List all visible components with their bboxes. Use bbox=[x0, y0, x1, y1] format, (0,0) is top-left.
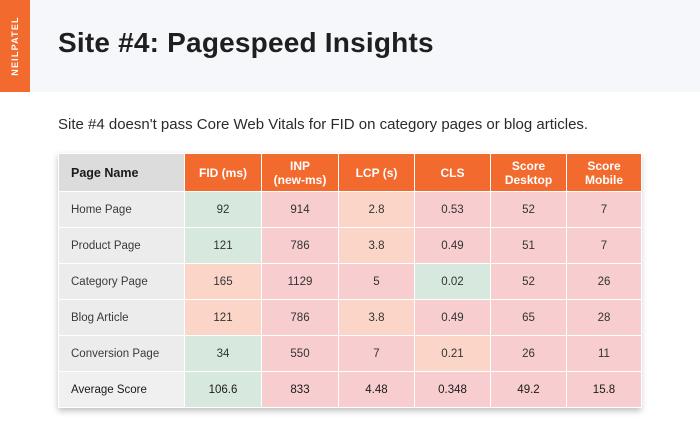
table-header-row: Page Name FID (ms) INP (new-ms) LCP (s) CLS Sc… bbox=[58, 153, 642, 192]
metric-cell: 2.8 bbox=[338, 191, 415, 228]
column-header-line: FID (ms) bbox=[199, 165, 247, 180]
column-header-line: LCP (s) bbox=[355, 165, 398, 180]
column-header-1: FID (ms) bbox=[184, 153, 262, 192]
metric-cell: 26 bbox=[490, 335, 567, 372]
metric-cell: 49.2 bbox=[490, 371, 567, 408]
column-header-line: Desktop bbox=[504, 172, 553, 187]
brand-bar: NEILPATEL bbox=[0, 0, 30, 92]
column-header-6: Score Mobile bbox=[566, 153, 642, 192]
table-row: Home Page 92 914 2.8 0.53 52 7 bbox=[58, 191, 642, 228]
metric-cell: 26 bbox=[566, 263, 642, 300]
subtitle: Site #4 doesn't pass Core Web Vitals for… bbox=[58, 116, 589, 133]
metric-cell: 92 bbox=[184, 191, 262, 228]
metric-cell: 52 bbox=[490, 263, 567, 300]
table-row: Conversion Page 34 550 7 0.21 26 11 bbox=[58, 335, 642, 372]
table-row: Blog Article 121 786 3.8 0.49 65 28 bbox=[58, 299, 642, 336]
average-row: Average Score 106.6 833 4.48 0.348 49.2 15.8 bbox=[58, 371, 642, 408]
metric-cell: 0.53 bbox=[414, 191, 491, 228]
metric-cell: 52 bbox=[490, 191, 567, 228]
metric-cell: 121 bbox=[184, 299, 262, 336]
page-title: Site #4: Pagespeed Insights bbox=[58, 27, 434, 58]
metric-cell: 65 bbox=[490, 299, 567, 336]
table-row: Product Page 121 786 3.8 0.49 51 7 bbox=[58, 227, 642, 264]
column-header-line: Page Name bbox=[71, 165, 139, 180]
metric-cell: 914 bbox=[261, 191, 339, 228]
metric-cell: 3.8 bbox=[338, 299, 415, 336]
metric-cell: 786 bbox=[261, 299, 339, 336]
metric-cell: 11 bbox=[566, 335, 642, 372]
pagespeed-table: Page Name FID (ms) INP (new-ms) LCP (s) CLS Sc… bbox=[58, 153, 642, 408]
metric-cell: 7 bbox=[566, 227, 642, 264]
metric-cell: 7 bbox=[566, 191, 642, 228]
metric-cell: 106.6 bbox=[184, 371, 262, 408]
table-body: Home Page 92 914 2.8 0.53 52 7 Product Page 121 7… bbox=[58, 191, 642, 408]
brand-logo-text: NEILPATEL bbox=[10, 16, 20, 76]
column-header-line: (new-ms) bbox=[273, 172, 327, 187]
column-header-line: Score bbox=[587, 158, 621, 173]
row-name-cell: Conversion Page bbox=[58, 335, 185, 372]
column-header-4: CLS bbox=[414, 153, 491, 192]
row-name-cell: Average Score bbox=[58, 371, 185, 408]
slide-header: NEILPATEL Site #4: Pagespeed Insights bbox=[0, 0, 700, 92]
metric-cell: 833 bbox=[261, 371, 339, 408]
metric-cell: 4.48 bbox=[338, 371, 415, 408]
metric-cell: 550 bbox=[261, 335, 339, 372]
metric-cell: 121 bbox=[184, 227, 262, 264]
metric-cell: 5 bbox=[338, 263, 415, 300]
pagespeed-table-container: Page Name FID (ms) INP (new-ms) LCP (s) CLS Sc… bbox=[58, 153, 642, 408]
metric-cell: 1129 bbox=[261, 263, 339, 300]
column-header-2: INP (new-ms) bbox=[261, 153, 339, 192]
row-name-cell: Blog Article bbox=[58, 299, 185, 336]
metric-cell: 0.02 bbox=[414, 263, 491, 300]
metric-cell: 786 bbox=[261, 227, 339, 264]
metric-cell: 0.348 bbox=[414, 371, 491, 408]
column-header-0: Page Name bbox=[58, 153, 185, 192]
column-header-line: Mobile bbox=[585, 172, 623, 187]
row-name-cell: Category Page bbox=[58, 263, 185, 300]
column-header-line: INP bbox=[289, 158, 310, 173]
metric-cell: 0.49 bbox=[414, 299, 491, 336]
metric-cell: 34 bbox=[184, 335, 262, 372]
row-name-cell: Product Page bbox=[58, 227, 185, 264]
metric-cell: 3.8 bbox=[338, 227, 415, 264]
metric-cell: 165 bbox=[184, 263, 262, 300]
metric-cell: 51 bbox=[490, 227, 567, 264]
metric-cell: 28 bbox=[566, 299, 642, 336]
column-header-3: LCP (s) bbox=[338, 153, 415, 192]
table-row: Category Page 165 1129 5 0.02 52 26 bbox=[58, 263, 642, 300]
column-header-5: Score Desktop bbox=[490, 153, 567, 192]
row-name-cell: Home Page bbox=[58, 191, 185, 228]
column-header-line: CLS bbox=[440, 165, 465, 180]
metric-cell: 15.8 bbox=[566, 371, 642, 408]
column-header-line: Score bbox=[511, 158, 546, 173]
metric-cell: 7 bbox=[338, 335, 415, 372]
metric-cell: 0.49 bbox=[414, 227, 491, 264]
metric-cell: 0.21 bbox=[414, 335, 491, 372]
